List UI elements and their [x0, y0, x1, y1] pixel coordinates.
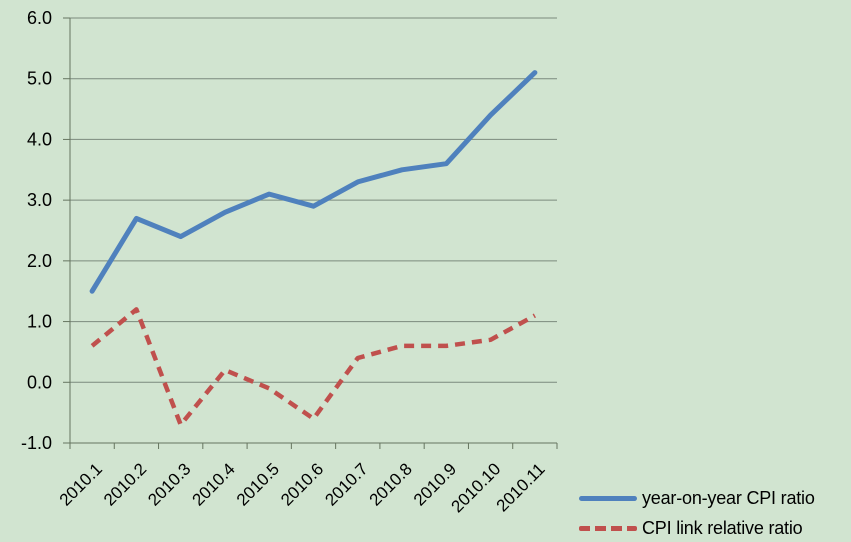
legend-item-cpi-link-relative: CPI link relative ratio	[579, 513, 815, 542]
x-tick-label: 2010.2	[100, 459, 150, 509]
y-tick-label: 1.0	[27, 312, 52, 332]
x-tick-label: 2010.7	[321, 459, 371, 509]
y-tick-label: 5.0	[27, 69, 52, 89]
series-line-0-solid-blue	[89, 70, 538, 294]
y-tick-label: 3.0	[27, 190, 52, 210]
legend-solid-blue-line-icon	[579, 495, 637, 501]
legend-label-year-on-year-cpi: year-on-year CPI ratio	[642, 487, 815, 508]
legend: year-on-year CPI ratio CPI link relative…	[579, 483, 815, 542]
series-line-1-dashed-red	[90, 307, 536, 428]
y-tick-label: 0.0	[27, 372, 52, 392]
x-tick-label: 2010.1	[56, 459, 106, 509]
x-tick-label: 2010.3	[144, 459, 194, 509]
y-tick-label: 4.0	[27, 129, 52, 149]
y-tick-label: 2.0	[27, 251, 52, 271]
y-tick-label: 6.0	[27, 8, 52, 28]
x-tick-label: 2010.11	[493, 459, 549, 515]
x-tick-label: 2010.10	[448, 459, 505, 516]
x-tick-label: 2010.4	[189, 459, 239, 509]
x-tick-label: 2010.5	[233, 459, 283, 509]
x-tick-label: 2010.6	[277, 459, 327, 509]
legend-dashed-red-line-icon	[579, 525, 637, 531]
legend-item-year-on-year-cpi: year-on-year CPI ratio	[579, 483, 815, 513]
legend-label-cpi-link-relative: CPI link relative ratio	[642, 517, 803, 538]
y-tick-label: -1.0	[21, 433, 52, 453]
x-tick-label: 2010.8	[366, 459, 416, 509]
